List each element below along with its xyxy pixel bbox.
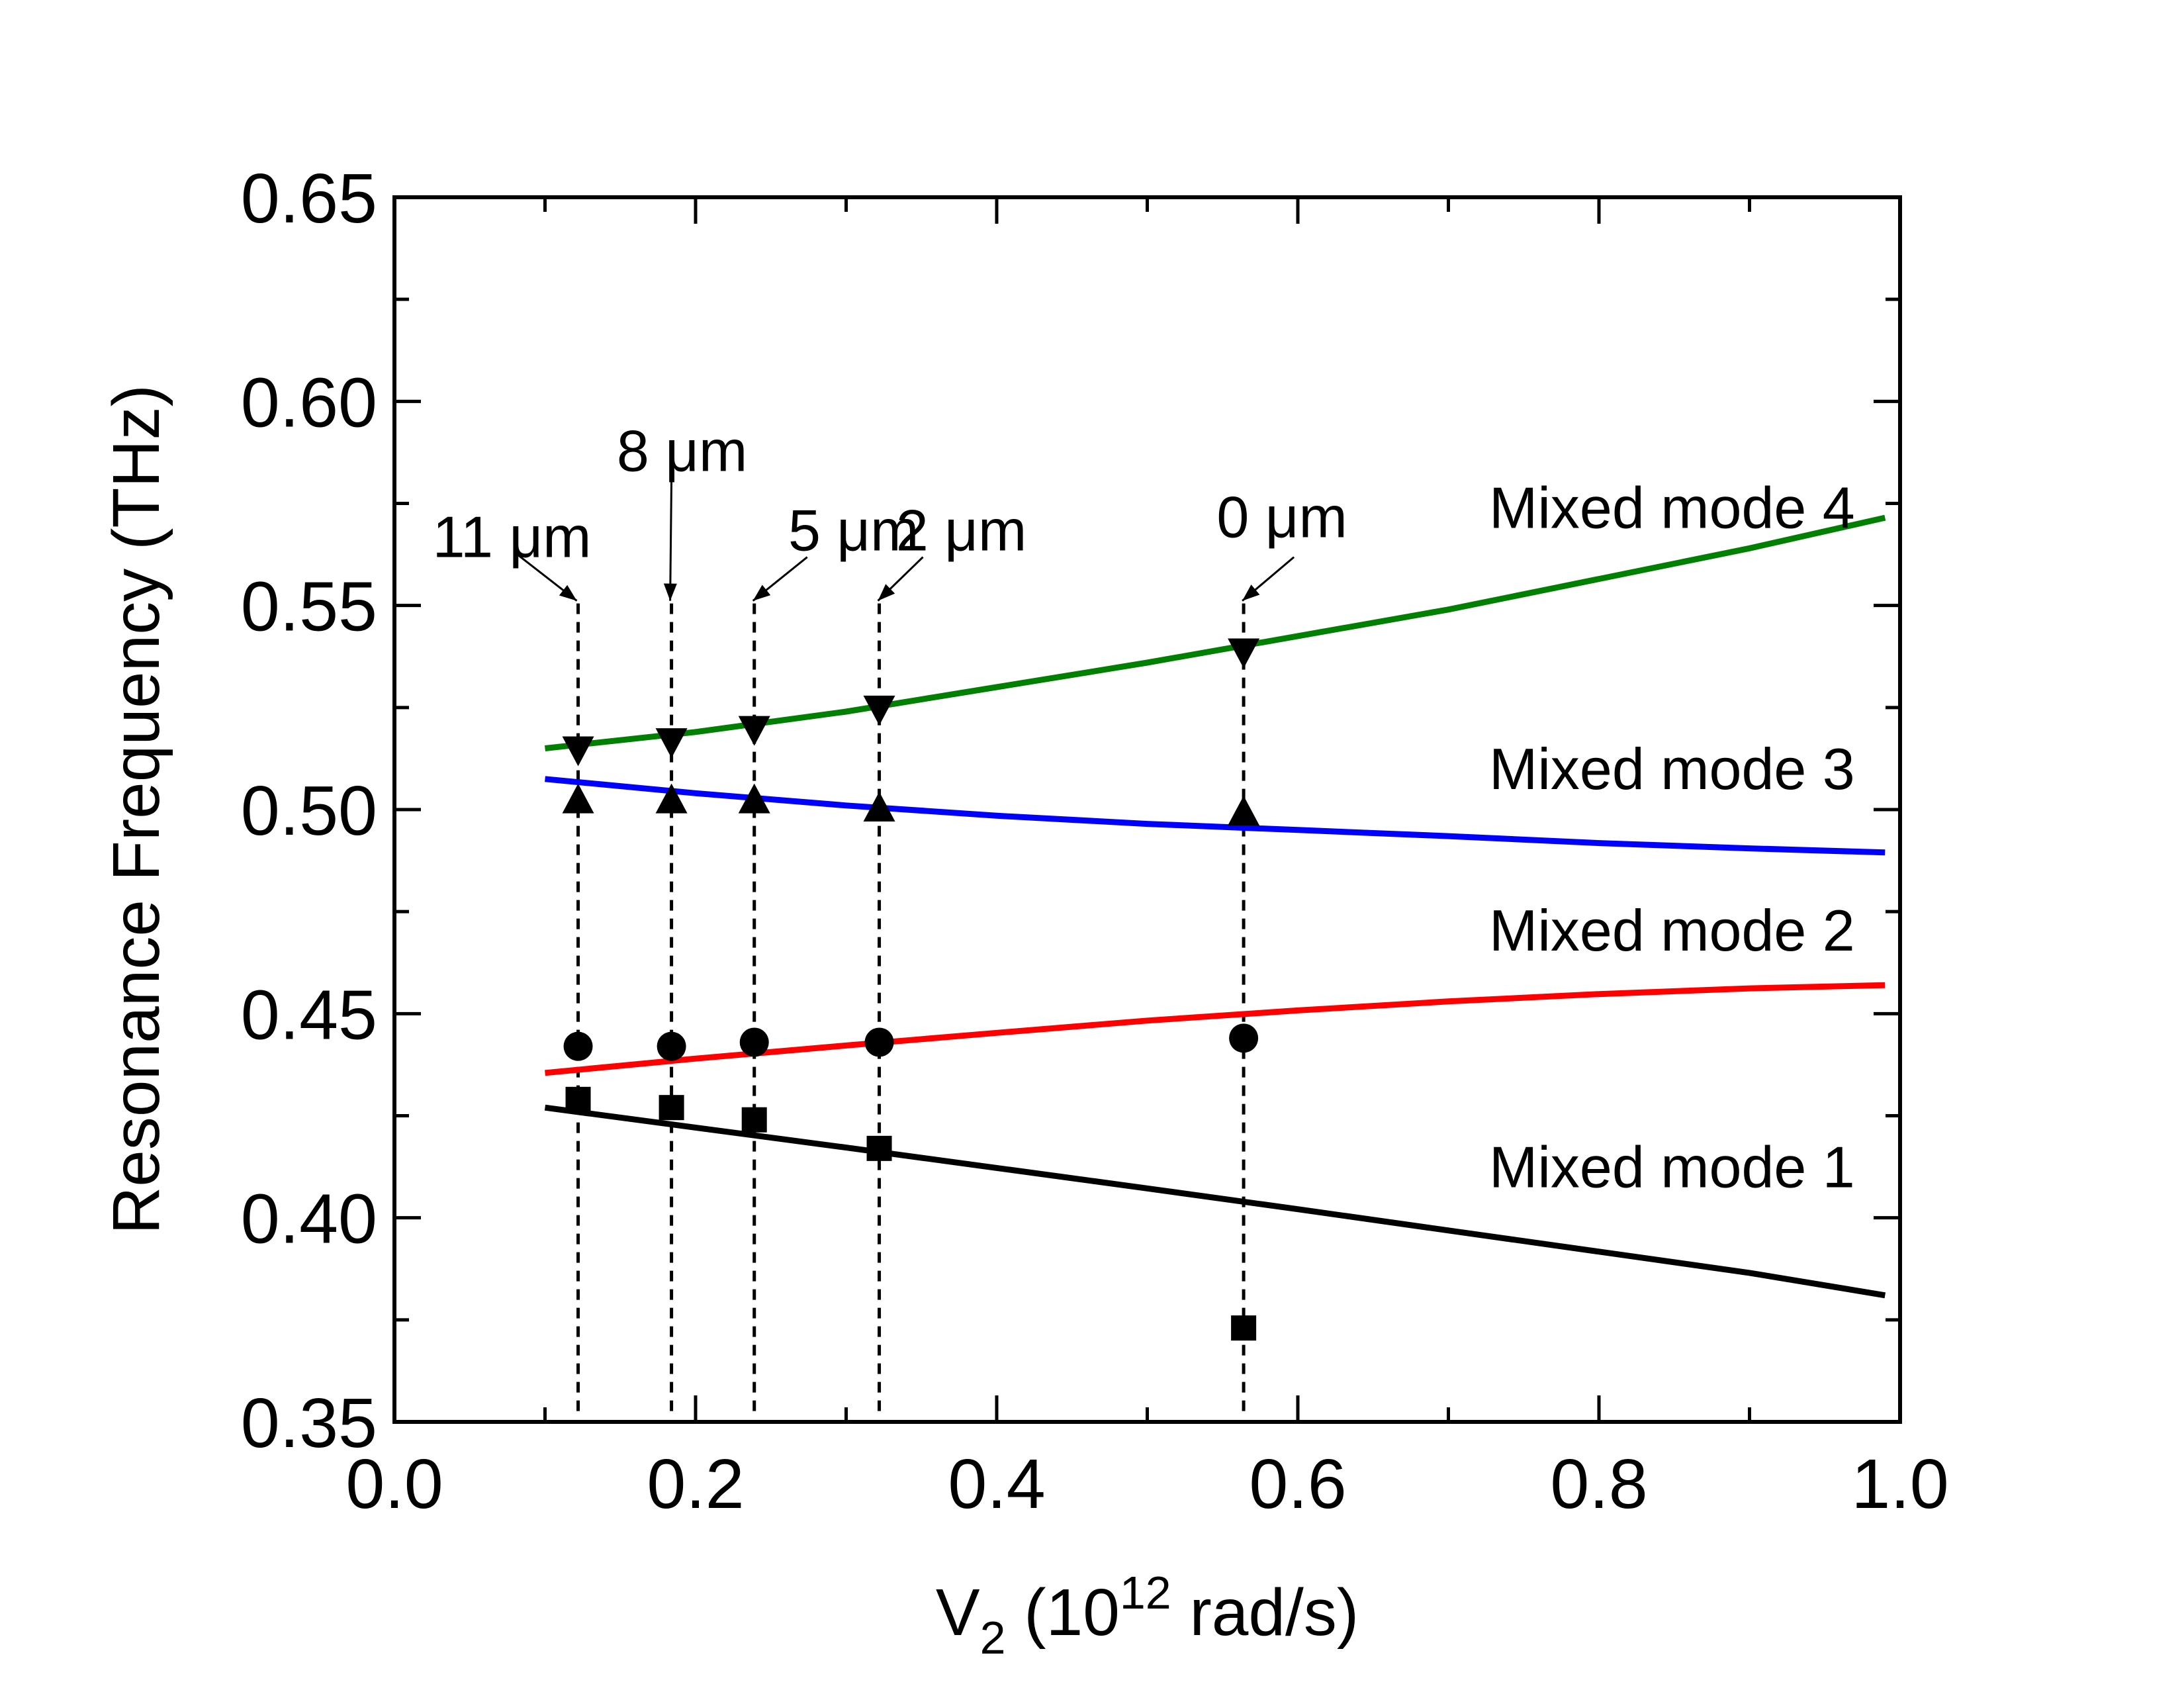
- mode-label: Mixed mode 2: [1489, 898, 1855, 963]
- mode-label: Mixed mode 1: [1489, 1134, 1855, 1199]
- mode-label: Mixed mode 3: [1489, 736, 1855, 802]
- x-tick-label: 0.2: [647, 1445, 744, 1523]
- y-tick-label: 0.60: [241, 363, 377, 442]
- marker-circle-point: [864, 1027, 894, 1057]
- x-tick-label: 1.0: [1851, 1445, 1948, 1523]
- thickness-arrow-head: [559, 585, 577, 601]
- marker-triangle-up-point: [562, 783, 594, 814]
- thickness-arrow-head: [663, 583, 677, 601]
- thickness-arrow-head: [752, 585, 771, 601]
- marker-triangle-up-point: [863, 792, 895, 821]
- curve-mixed-mode-2: [545, 982, 1886, 1076]
- marker-triangle-up-point: [655, 783, 688, 814]
- y-tick-label: 0.50: [241, 772, 377, 850]
- x-title-sub: 2: [980, 1612, 1006, 1664]
- marker-triangle-up-point: [738, 783, 770, 814]
- marker-triangle-down-point: [562, 736, 594, 767]
- data-markers: [562, 638, 1260, 1341]
- plot-frame: [392, 195, 1902, 1424]
- thickness-label: 11 μm: [433, 504, 592, 570]
- marker-triangle-down-point: [863, 695, 895, 726]
- marker-circle-point: [1229, 1023, 1259, 1053]
- thickness-label: 2 μm: [896, 498, 1026, 563]
- thickness-label: 8 μm: [617, 418, 747, 484]
- x-tick-label: 0.8: [1550, 1445, 1647, 1523]
- marker-square-point: [866, 1135, 892, 1161]
- y-axis-title: Resonance Frequency (THz): [99, 385, 173, 1235]
- x-tick-label: 0.4: [948, 1445, 1045, 1523]
- curve-mixed-mode-1: [544, 1104, 1886, 1299]
- mode-labels: Mixed mode 4 Mixed mode 3 Mixed mode 2 Mixe…: [1489, 475, 1855, 1200]
- marker-square-point: [659, 1095, 684, 1121]
- y-tick-label: 0.40: [241, 1180, 377, 1258]
- x-title-close: rad/s): [1171, 1575, 1359, 1650]
- marker-circle-point: [739, 1027, 769, 1057]
- marker-square-point: [1231, 1315, 1257, 1341]
- axis-ticks: [392, 195, 1902, 1424]
- y-tick-label: 0.65: [241, 160, 377, 238]
- x-axis-title: V2 (1012 rad/s): [936, 1567, 1359, 1664]
- curve-mixed-mode-4: [545, 514, 1886, 751]
- marker-square-point: [565, 1086, 591, 1112]
- mode-label: Mixed mode 4: [1489, 475, 1855, 541]
- x-title-sup: 12: [1120, 1567, 1171, 1618]
- thickness-arrow-head: [878, 584, 895, 601]
- y-tick-label: 0.45: [241, 976, 377, 1054]
- x-title-prefix: V: [936, 1575, 980, 1650]
- marker-triangle-down-point: [1228, 638, 1260, 669]
- marker-circle-point: [563, 1031, 593, 1061]
- x-tick-label: 0.6: [1249, 1445, 1346, 1523]
- thickness-label: 5 μm: [788, 498, 919, 563]
- marker-triangle-up-point: [1228, 796, 1260, 826]
- curve-mixed-mode-3: [545, 776, 1886, 856]
- mode-curves: [544, 514, 1886, 1299]
- marker-square-point: [741, 1107, 767, 1133]
- x-title-open: (10: [1006, 1575, 1120, 1650]
- tick-labels: 0.0 0.2 0.4 0.6 0.8 1.0 0.35 0.40 0.45 0.50 0.55 0.…: [241, 160, 1949, 1523]
- marker-triangle-down-point: [738, 716, 770, 746]
- thickness-arrow-head: [1242, 585, 1260, 601]
- marker-circle-point: [657, 1031, 686, 1061]
- thickness-arrow-shaft: [669, 477, 673, 601]
- plot-area-border: [392, 195, 1902, 1424]
- y-tick-label: 0.35: [241, 1384, 377, 1462]
- thickness-label: 0 μm: [1216, 485, 1347, 550]
- thickness-annotations: 11 μm 8 μm 5 μm2 μm 0 μm: [433, 418, 1347, 602]
- x-tick-label: 0.0: [345, 1445, 443, 1523]
- y-tick-label: 0.55: [241, 568, 377, 646]
- thickness-guide-lines: [576, 603, 1246, 1417]
- marker-triangle-down-point: [655, 728, 688, 759]
